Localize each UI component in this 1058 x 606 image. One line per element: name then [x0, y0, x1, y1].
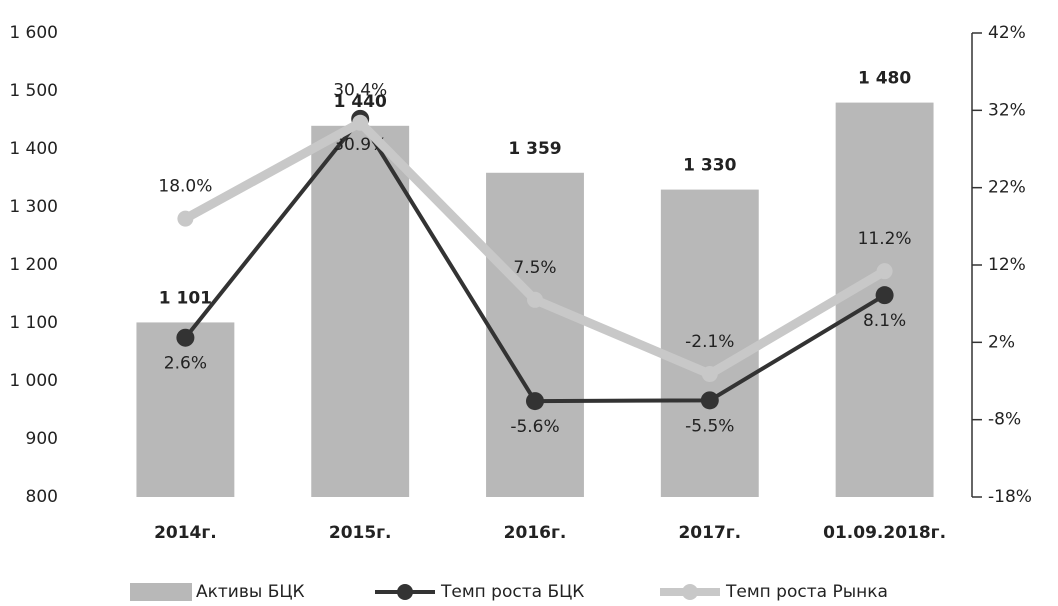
x-tick-label: 2017г. [678, 523, 741, 543]
line-label: 11.2% [858, 229, 912, 249]
y2-tick-label: -18% [988, 487, 1032, 507]
line-label: -5.5% [685, 416, 734, 436]
marker [177, 210, 194, 227]
y2-tick-label: 42% [988, 23, 1026, 43]
x-tick-label: 2015г. [329, 523, 392, 543]
marker [527, 291, 543, 308]
legend-swatch [130, 583, 192, 601]
bar-label: 1 440 [334, 92, 387, 112]
line-label: 8.1% [863, 311, 906, 331]
y-tick-label: 1 100 [9, 313, 58, 333]
x-tick-label: 2016г. [504, 523, 567, 543]
line-label: 30.4% [333, 81, 387, 101]
y2-tick-label: -8% [988, 410, 1021, 430]
bar [311, 125, 410, 498]
y2-tick-label: 12% [988, 255, 1026, 275]
bar [136, 322, 235, 497]
marker [875, 286, 894, 305]
line-label: 2.6% [164, 354, 207, 374]
marker [701, 366, 718, 383]
bar [486, 172, 584, 497]
bar-label: 1 480 [858, 69, 911, 89]
y-tick-label: 1 500 [9, 81, 58, 101]
y2-tick-label: 32% [988, 100, 1026, 120]
bar-label: 1 359 [508, 139, 561, 159]
y2-tick-label: 2% [988, 332, 1015, 352]
x-tick-label: 01.09.2018г. [823, 523, 946, 543]
legend-label: Активы БЦК [196, 582, 305, 602]
y-tick-label: 1 200 [9, 255, 58, 275]
y-tick-label: 800 [26, 487, 58, 507]
marker [526, 392, 544, 411]
marker [876, 263, 893, 280]
line-label: 7.5% [513, 258, 556, 278]
y2-tick-label: 22% [988, 178, 1026, 198]
legend-marker [682, 584, 698, 600]
legend-label: Темп роста БЦК [440, 582, 584, 602]
bar-label: 1 330 [683, 156, 736, 176]
y-tick-label: 1 300 [9, 197, 58, 217]
line-label: -5.6% [510, 417, 559, 437]
line-label: -2.1% [685, 332, 734, 352]
bar [660, 189, 759, 497]
y-tick-label: 900 [26, 429, 58, 449]
legend-label: Темп роста Рынка [725, 582, 888, 602]
y-tick-label: 1 400 [9, 139, 58, 159]
x-tick-label: 2014г. [154, 523, 217, 543]
marker [700, 391, 719, 410]
marker [352, 114, 369, 131]
legend-marker [397, 584, 413, 600]
marker [176, 328, 195, 347]
y-tick-label: 1 600 [9, 23, 58, 43]
line-label: 18.0% [158, 177, 212, 197]
y-tick-label: 1 000 [9, 371, 58, 391]
bar-label: 1 101 [159, 288, 212, 308]
